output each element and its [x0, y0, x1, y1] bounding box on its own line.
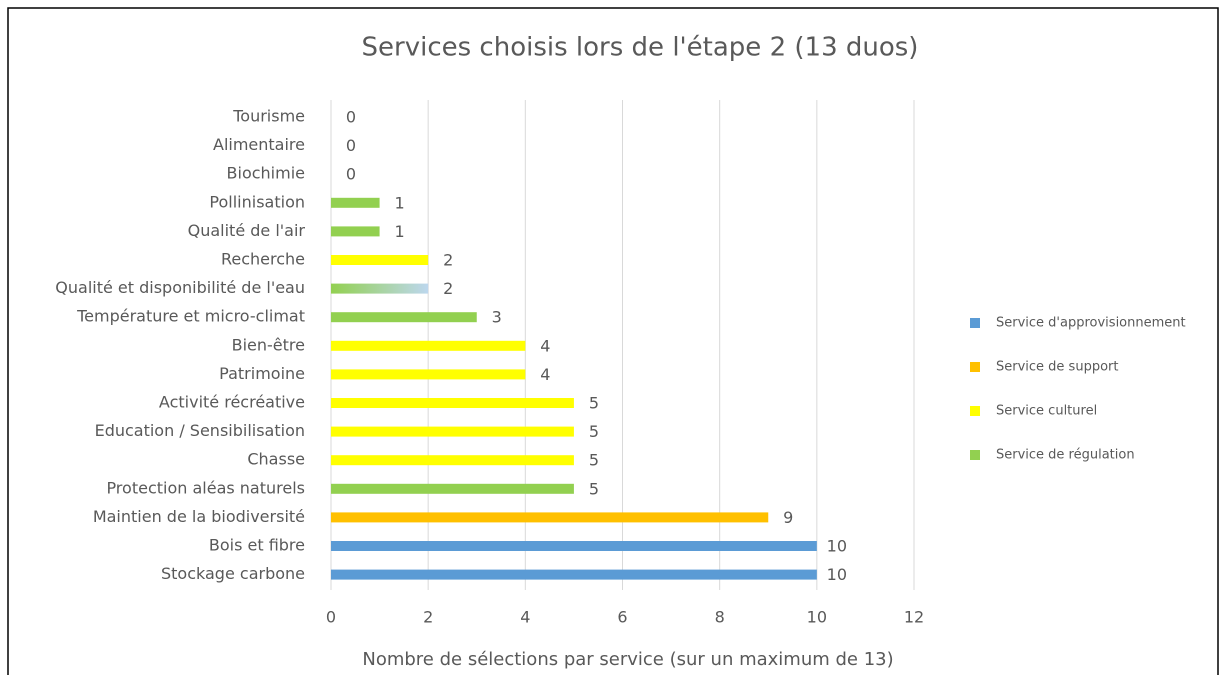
bar: [331, 512, 769, 523]
y-tick-label: Recherche: [221, 250, 305, 269]
legend-label: Service culturel: [996, 404, 1097, 419]
y-tick-label: Tourisme: [232, 107, 305, 126]
bar: [331, 226, 380, 237]
chart-title: Services choisis lors de l'étape 2 (13 d…: [362, 33, 919, 63]
y-tick-label: Chasse: [247, 450, 305, 469]
value-label: 2: [443, 279, 453, 298]
bar: [331, 541, 817, 551]
bar: [331, 369, 526, 380]
value-label: 0: [346, 136, 356, 155]
y-tick-label: Activité récréative: [159, 393, 305, 412]
x-axis-label: Nombre de sélections par service (sur un…: [362, 649, 893, 670]
legend-swatch: [970, 362, 980, 372]
value-label: 10: [827, 537, 847, 556]
y-tick-label: Qualité de l'air: [188, 221, 306, 240]
x-tick-label: 4: [520, 608, 530, 627]
value-label: 10: [827, 565, 847, 584]
value-label: 1: [394, 193, 404, 212]
y-tick-label: Qualité et disponibilité de l'eau: [55, 278, 305, 297]
x-tick-label: 6: [617, 608, 627, 627]
x-tick-label: 10: [807, 608, 827, 627]
y-tick-label: Pollinisation: [209, 192, 305, 211]
y-tick-label: Patrimoine: [219, 364, 305, 383]
value-label: 2: [443, 251, 453, 270]
legend-swatch: [970, 406, 980, 416]
value-label: 5: [589, 394, 599, 413]
bar: [331, 398, 574, 408]
y-tick-label: Maintien de la biodiversité: [93, 507, 305, 526]
bar: [331, 283, 429, 294]
bar: [331, 197, 380, 208]
bar: [331, 312, 477, 323]
bar: [331, 483, 574, 494]
value-label: 9: [783, 508, 793, 527]
x-tick-label: 8: [715, 608, 725, 627]
bar: [331, 426, 574, 437]
y-tick-label: Stockage carbone: [161, 564, 305, 583]
value-label: 1: [394, 222, 404, 241]
value-label: 5: [589, 451, 599, 470]
y-tick-label: Bois et fibre: [209, 536, 305, 555]
y-tick-label: Bien-être: [232, 335, 305, 354]
value-label: 5: [589, 479, 599, 498]
y-tick-label: Protection aléas naturels: [106, 478, 305, 497]
legend-label: Service d'approvisionnement: [996, 316, 1186, 331]
chart-frame: [7, 7, 1219, 675]
legend-swatch: [970, 318, 980, 328]
x-tick-label: 0: [326, 608, 336, 627]
bar: [331, 255, 429, 265]
value-label: 4: [540, 336, 550, 355]
legend-swatch: [970, 450, 980, 460]
x-tick-label: 2: [423, 608, 433, 627]
y-tick-label: Biochimie: [227, 164, 305, 183]
value-label: 0: [346, 108, 356, 127]
x-tick-label: 12: [904, 608, 924, 627]
y-tick-label: Température et micro-climat: [76, 307, 305, 326]
y-tick-label: Alimentaire: [213, 135, 305, 154]
legend-label: Service de régulation: [996, 448, 1135, 463]
value-label: 0: [346, 165, 356, 184]
bar: [331, 455, 574, 466]
bar: [331, 569, 817, 580]
value-label: 3: [492, 308, 502, 327]
value-label: 5: [589, 422, 599, 441]
bar: [331, 340, 526, 351]
y-tick-label: Education / Sensibilisation: [95, 421, 305, 440]
value-label: 4: [540, 365, 550, 384]
legend-label: Service de support: [996, 360, 1118, 375]
